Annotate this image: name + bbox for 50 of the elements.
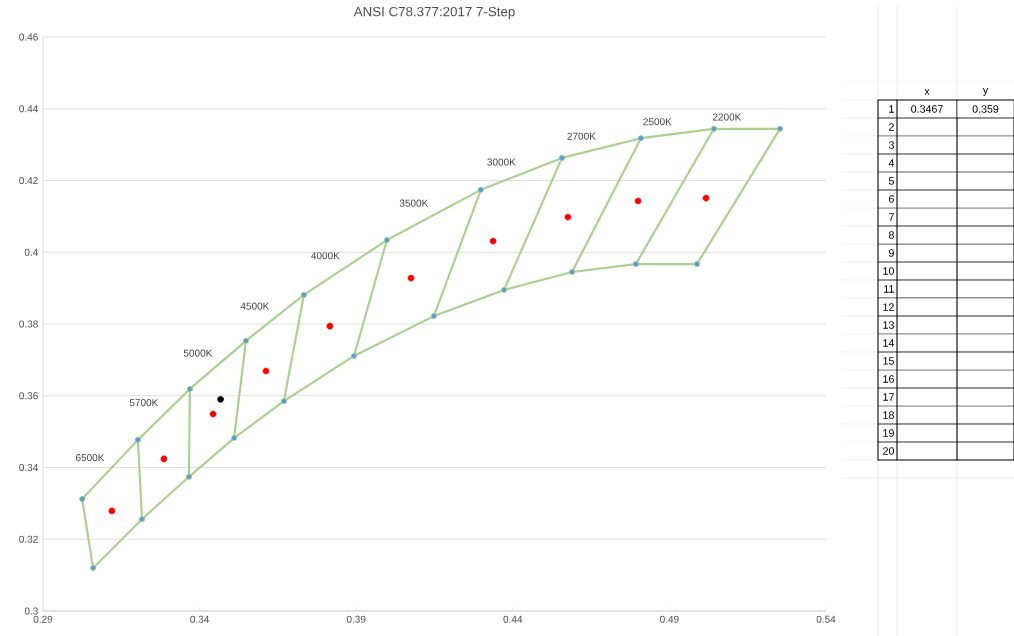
y-tick-label: 19 (883, 429, 894, 437)
y-tick-label: 0.44 (19, 105, 38, 113)
y-tick-label: 16 (883, 375, 894, 383)
y-tick-label: 6 (889, 195, 894, 203)
y-tick-label: 18 (883, 411, 894, 419)
annotation: 4500K (240, 302, 270, 310)
x-tick-label: 0.49 (660, 615, 679, 623)
x-tick-label: x (924, 89, 930, 95)
y-tick-label: 7 (889, 213, 894, 221)
y-tick-label: 0.38 (19, 320, 38, 328)
y-tick-label: 11 (884, 285, 894, 293)
annotation: 2200K (712, 113, 742, 121)
annotation: 4000K (311, 252, 340, 260)
y-tick-label: 0.46 (19, 33, 38, 41)
x-tick-label: 0.39 (346, 615, 366, 623)
y-tick-label: 1 (889, 105, 894, 113)
y-tick-label: 17 (883, 393, 894, 401)
y-tick-label: 0.32 (19, 535, 38, 543)
x-tick-label: 0.44 (503, 615, 523, 623)
y-tick-label: 20 (883, 447, 894, 455)
annotation: 5700K (129, 399, 159, 407)
x-tick-label: 0.54 (816, 615, 836, 623)
x-tick-label: 0.29 (33, 615, 53, 623)
y-tick-label: 15 (883, 357, 894, 365)
annotation: 3500K (399, 199, 429, 207)
data-label: 0.3467 (911, 105, 943, 113)
y-tick-label: 9 (888, 249, 894, 257)
y-tick-label: 5 (888, 177, 894, 185)
y-tick-label: 10 (883, 267, 894, 275)
annotation: 2700K (567, 132, 596, 140)
chart-title: ANSI C78.377:2017 7-Step (353, 6, 515, 19)
y-tick-label: 4 (888, 159, 895, 167)
y-tick-label: 0.36 (19, 392, 38, 400)
y-tick-label: 2 (889, 123, 894, 131)
x-tick-label: 0.34 (190, 615, 210, 623)
annotation: 2500K (643, 118, 672, 126)
y-tick-label: 0.3 (24, 607, 38, 615)
annotation: 3000K (487, 158, 516, 166)
annotation: 5000K (183, 349, 213, 357)
y-tick-label: 3 (888, 141, 894, 149)
y-tick-label: 8 (888, 231, 894, 239)
y-tick-label: 12 (883, 303, 894, 311)
y-tick-label: 13 (883, 321, 894, 329)
y-tick-label: 0.34 (19, 463, 38, 472)
x-tick-label: y (982, 88, 989, 96)
y-tick-label: 0.42 (19, 176, 38, 185)
y-tick-label: 0.4 (24, 248, 38, 256)
annotation: 6500K (76, 454, 105, 462)
data-label: 0.359 (972, 105, 999, 113)
y-tick-label: 14 (883, 339, 895, 347)
